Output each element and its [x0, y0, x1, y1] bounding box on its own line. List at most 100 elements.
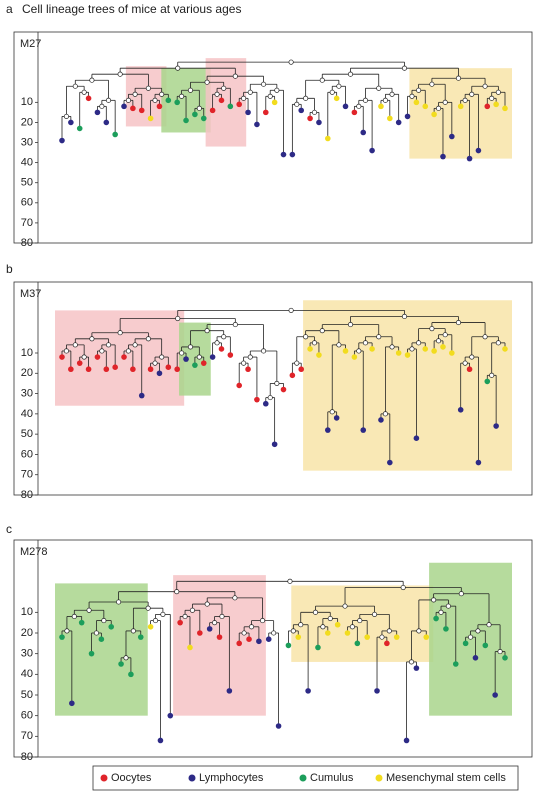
tree-node	[409, 93, 415, 99]
cell-leaf	[440, 344, 446, 350]
cell-leaf	[236, 640, 242, 647]
tree-node	[475, 628, 481, 634]
cell-leaf	[413, 435, 420, 442]
cell-leaf	[493, 101, 499, 108]
tree-node	[442, 99, 448, 105]
tree-node	[431, 597, 437, 603]
cell-leaf	[103, 366, 110, 373]
tree-node	[241, 95, 247, 101]
cell-leaf	[351, 109, 358, 116]
cell-leaf	[85, 366, 92, 373]
highlight-box	[291, 585, 434, 662]
cell-leaf	[271, 99, 278, 106]
cell-leaf	[285, 642, 292, 649]
cell-leaf	[395, 119, 402, 126]
cell-leaf	[245, 109, 251, 116]
legend-label: Mesenchymal stem cells	[386, 772, 506, 784]
tree-node	[401, 65, 408, 71]
panel-frame	[13, 281, 533, 496]
cell-leaf	[183, 117, 189, 124]
cell-leaf	[351, 354, 358, 360]
tree-node	[288, 59, 294, 65]
cell-leaf	[94, 354, 101, 360]
panel-frame	[13, 31, 533, 244]
tree-node	[320, 624, 326, 630]
tree-node	[63, 348, 69, 354]
cell-leaf	[227, 352, 234, 358]
tree-node	[105, 97, 112, 103]
tree-node	[467, 634, 474, 640]
tree-node	[241, 630, 247, 636]
cell-leaf	[502, 655, 508, 661]
cell-leaf	[68, 119, 74, 126]
tree-node	[349, 624, 355, 630]
y-tick-label: 60	[21, 448, 33, 460]
tree-node	[287, 578, 293, 584]
tree-node	[303, 95, 309, 101]
cell-leaf	[443, 626, 449, 632]
panel-letter: c	[6, 522, 12, 536]
tree-node	[89, 77, 95, 83]
cell-leaf	[431, 111, 437, 118]
cell-leaf	[413, 665, 420, 671]
panel-name: M27	[20, 38, 41, 50]
cell-leaf	[482, 642, 489, 649]
tree-node	[497, 649, 503, 655]
cell-leaf	[78, 619, 85, 626]
cell-leaf	[502, 105, 508, 112]
cell-leaf	[200, 115, 207, 122]
y-tick-label: 50	[21, 428, 33, 440]
tree-node	[489, 372, 495, 378]
tree-node	[132, 342, 138, 348]
tree-node	[261, 348, 267, 354]
tree-node	[386, 628, 392, 634]
cell-leaf	[466, 366, 473, 373]
tree-node	[290, 628, 296, 634]
tree-node	[145, 605, 151, 611]
y-tick-label: 30	[21, 387, 33, 399]
tree-node	[174, 589, 180, 595]
y-tick-label: 30	[21, 136, 33, 148]
cell-leaf	[280, 386, 287, 393]
legend-frame	[92, 765, 519, 791]
cell-leaf	[121, 103, 127, 110]
tree-node	[86, 607, 92, 613]
cell-leaf	[130, 366, 136, 373]
cell-leaf	[393, 634, 400, 640]
cell-leaf	[167, 712, 174, 719]
cell-leaf	[112, 131, 118, 138]
tree-node	[71, 613, 77, 620]
tree-node	[204, 79, 210, 85]
tree-node	[232, 322, 238, 328]
cell-leaf	[403, 737, 410, 744]
cell-leaf	[192, 362, 198, 368]
tree-node	[408, 659, 415, 665]
tree-node	[382, 97, 388, 103]
tree-node	[462, 360, 468, 366]
tree-node	[117, 330, 123, 336]
tree-node	[438, 609, 444, 615]
cell-leaf	[192, 111, 198, 118]
cell-leaf	[431, 348, 437, 354]
tree-node	[187, 87, 194, 93]
cell-leaf	[262, 400, 269, 407]
tree-node	[179, 93, 185, 99]
cell-leaf	[325, 427, 331, 433]
cell-leaf	[271, 441, 278, 448]
cell-leaf	[256, 638, 262, 645]
tree-node	[347, 322, 354, 328]
tree-node	[152, 360, 158, 366]
tree-node	[196, 105, 202, 111]
cell-leaf	[342, 103, 349, 110]
tree-node	[329, 89, 335, 95]
cell-leaf	[76, 125, 83, 132]
cell-leaf	[369, 346, 375, 352]
cell-leaf	[262, 109, 269, 116]
highlight-box	[409, 68, 512, 159]
y-tick-label: 50	[21, 689, 33, 701]
tree-node	[160, 611, 166, 617]
tree-node	[372, 611, 378, 617]
tree-node	[482, 334, 488, 340]
cell-leaf	[316, 119, 322, 126]
